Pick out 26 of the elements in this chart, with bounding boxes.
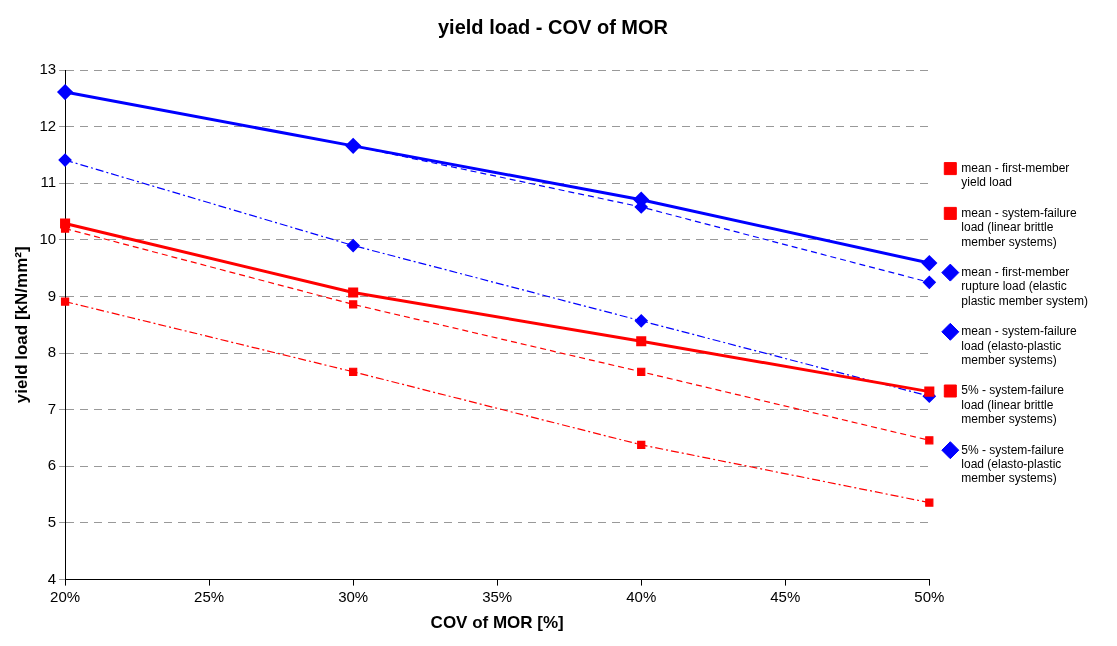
legend-label: 5% - system-failure load (linear brittle member systems) bbox=[961, 383, 1065, 427]
y-tick-label: 11 bbox=[40, 173, 57, 191]
legend-label: mean - system-failure load (elasto-plastic member systems) bbox=[961, 324, 1077, 367]
x-tick-label: 35% bbox=[482, 587, 513, 605]
x-tick-label: 50% bbox=[914, 587, 945, 605]
y-tick-label: 5 bbox=[47, 513, 57, 531]
y-tick-label: 8 bbox=[47, 343, 57, 361]
y-tick-label: 4 bbox=[47, 569, 57, 587]
x-tick-label: 30% bbox=[338, 587, 369, 605]
legend-label: mean - first-member yield load bbox=[961, 160, 1070, 190]
y-tick-label: 9 bbox=[47, 286, 57, 304]
x-tick-label: 25% bbox=[194, 587, 225, 605]
y-tick-label: 10 bbox=[39, 230, 57, 248]
legend-label: mean - system-failure load (linear brittle member systems) bbox=[961, 205, 1077, 249]
y-axis-title: yield load [kN/mm²] bbox=[11, 246, 31, 404]
legend-label: 5% - system-failure load (elasto-plastic member systems) bbox=[961, 442, 1065, 486]
x-tick-label: 20% bbox=[50, 587, 81, 605]
y-tick-label: 6 bbox=[47, 456, 57, 474]
legend-label: mean - first-member rupture load (elastic plastic member system) bbox=[961, 264, 1089, 308]
y-tick-label: 13 bbox=[39, 60, 57, 78]
y-tick-label: 7 bbox=[47, 399, 57, 417]
x-tick-label: 40% bbox=[626, 587, 657, 605]
chart-title: yield load - COV of MOR bbox=[437, 15, 669, 38]
x-axis-title: COV of MOR [%] bbox=[430, 613, 564, 633]
y-tick-label: 12 bbox=[39, 116, 57, 134]
x-tick-label: 45% bbox=[770, 587, 801, 605]
